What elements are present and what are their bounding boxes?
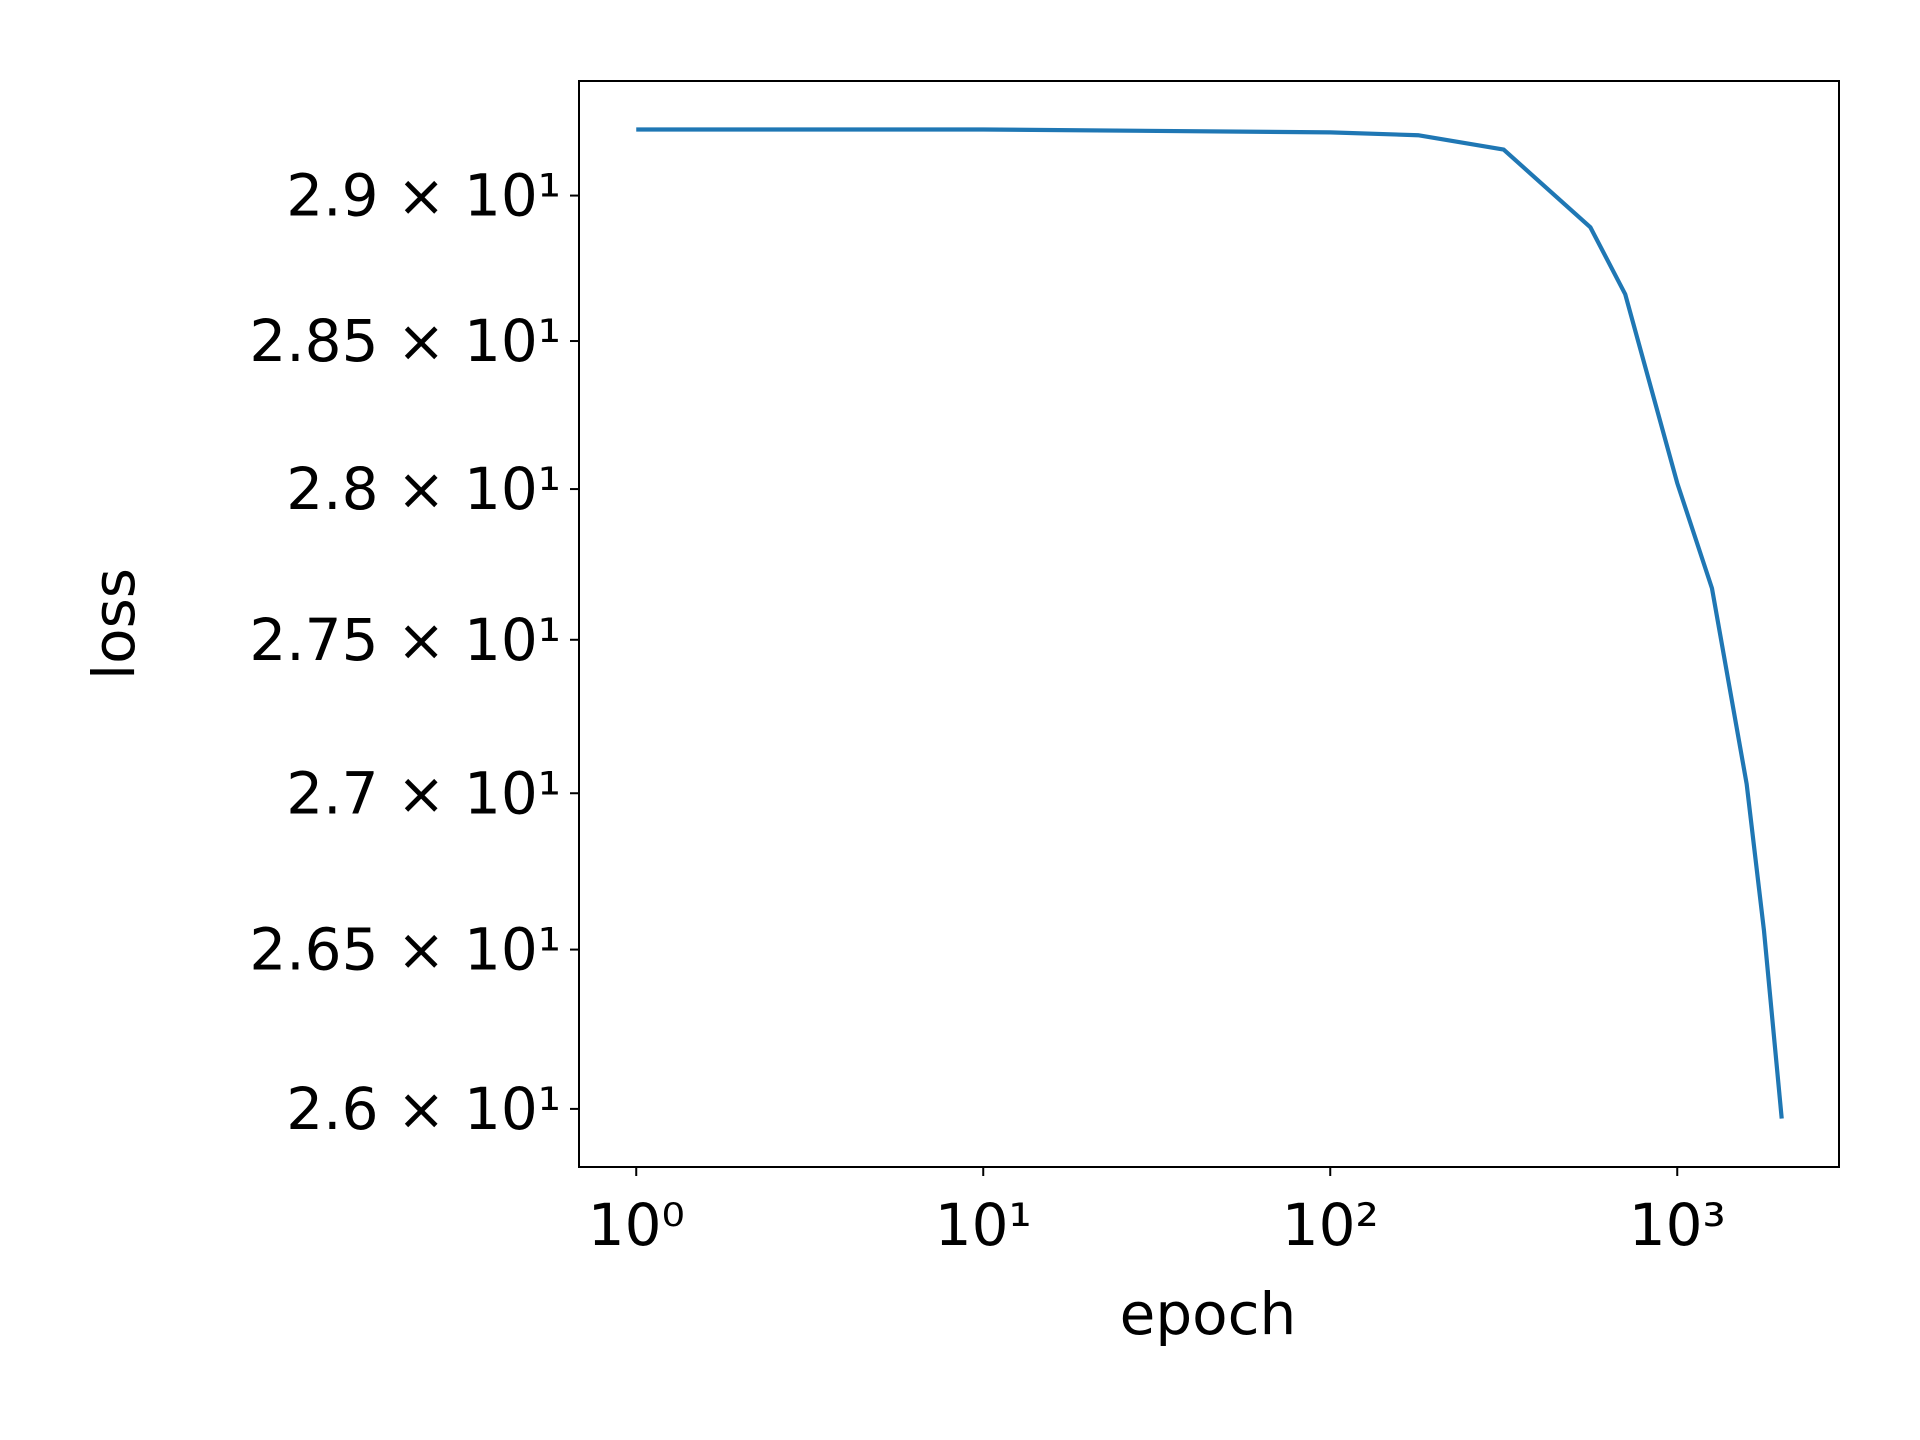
x-tick-label: 10¹	[935, 1191, 1032, 1259]
x-axis-label: epoch	[1120, 1280, 1297, 1348]
y-tick-label: 2.75 × 10¹	[249, 606, 561, 674]
y-tick-label: 2.65 × 10¹	[249, 916, 561, 984]
plot-frame	[578, 80, 1840, 1168]
x-tick-label: 10⁰	[588, 1191, 685, 1259]
x-tick-label: 10²	[1282, 1191, 1379, 1259]
y-tick-label: 2.6 × 10¹	[286, 1075, 561, 1143]
y-tick-label: 2.9 × 10¹	[286, 162, 561, 230]
y-tick-label: 2.7 × 10¹	[286, 759, 561, 827]
line-series	[636, 127, 1784, 1119]
y-tick-label: 2.8 × 10¹	[286, 455, 561, 523]
y-tick-label: 2.85 × 10¹	[249, 307, 561, 375]
y-axis-label: loss	[80, 568, 148, 680]
x-tick-label: 10³	[1629, 1191, 1726, 1259]
